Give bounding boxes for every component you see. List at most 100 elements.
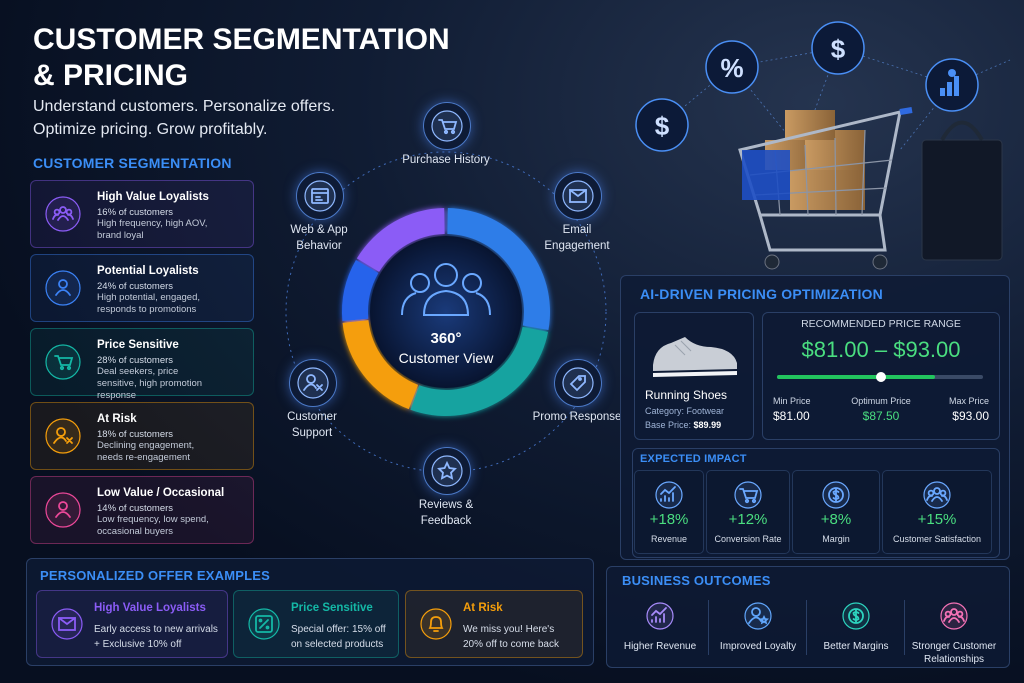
impact-value: +15% — [917, 511, 957, 528]
decoration — [653, 337, 737, 371]
hub-node-label: Promo Response — [532, 411, 622, 423]
min-value: $81.00 — [773, 409, 810, 423]
segment-description: Low frequency, low spend, occasional buy… — [97, 514, 209, 537]
decoration — [311, 192, 329, 201]
decoration — [438, 119, 458, 135]
decoration — [848, 608, 864, 624]
decoration — [311, 188, 329, 204]
decoration — [437, 460, 457, 480]
decoration — [926, 494, 948, 502]
decoration — [748, 607, 769, 625]
icon — [923, 481, 951, 509]
hub-node-label: Email Engagement — [544, 224, 610, 252]
decoration — [734, 481, 762, 509]
decoration — [954, 76, 959, 96]
outcome-label: Better Margins — [823, 641, 889, 652]
segment-card: Potential Loyalists 24% of customers High … — [30, 254, 254, 322]
offer-card: Price Sensitive Special offer: 15% off on… — [233, 590, 399, 658]
divider — [904, 600, 905, 655]
offer-text: Special offer: 15% off on selected produ… — [291, 624, 386, 650]
ring-segment — [356, 208, 445, 272]
decoration — [742, 150, 790, 200]
subtitle-line: Understand customers. Personalize offers… — [33, 98, 336, 115]
decoration — [661, 47, 1011, 126]
decoration — [475, 292, 491, 316]
segment-description: High frequency, high AOV, brand loyal — [97, 218, 208, 241]
decoration — [443, 129, 449, 135]
hub-title: 360° — [430, 330, 462, 347]
hub-node-label: Purchase History — [402, 154, 490, 166]
max-label: Max Price — [948, 396, 989, 406]
decoration — [54, 355, 74, 371]
decoration — [940, 69, 959, 96]
offer-card: High Value Loyalists Early access to new … — [36, 590, 228, 658]
min-label: Min Price — [773, 396, 811, 406]
segment-description: High potential, engaged, responds to pro… — [97, 292, 200, 315]
decoration — [655, 481, 683, 509]
segment-share: 16% of customers — [97, 207, 174, 218]
impact-cell: +12% Conversion Rate — [706, 470, 790, 554]
icon — [51, 608, 83, 640]
decoration — [731, 47, 839, 151]
decoration — [311, 188, 329, 204]
decoration — [58, 501, 68, 511]
optimum-value: $87.50 — [862, 409, 900, 423]
offer-text: We miss you! Here's 20% off to come back — [463, 624, 559, 650]
icon — [431, 110, 463, 142]
icon — [45, 344, 81, 380]
decoration — [422, 289, 470, 316]
hub-node-label: Reviews & Feedback — [418, 499, 474, 527]
icon — [45, 418, 81, 454]
decoration — [58, 617, 76, 631]
hub-node-label: Web & App Behavior — [290, 224, 348, 252]
decoration — [462, 273, 482, 293]
decoration — [59, 206, 67, 214]
segment-share: 24% of customers — [97, 281, 174, 292]
max-value: $93.00 — [952, 409, 989, 423]
shoe-image — [653, 337, 737, 377]
decoration — [52, 206, 74, 221]
decoration — [758, 214, 887, 252]
segment-share: 18% of customers — [97, 429, 174, 440]
divider — [806, 600, 807, 655]
decoration — [926, 487, 948, 502]
hub-node-label: Customer Support — [287, 411, 337, 439]
title-line: & PRICING — [33, 59, 189, 92]
decoration: $ — [655, 111, 670, 141]
divider — [708, 600, 709, 655]
decoration — [562, 367, 594, 399]
decoration — [872, 254, 888, 270]
decoration — [744, 498, 750, 504]
decoration — [255, 615, 273, 633]
impact-value: +18% — [649, 511, 689, 528]
decoration — [431, 110, 463, 142]
icon — [45, 492, 81, 528]
decoration — [569, 375, 586, 392]
decoration — [899, 84, 953, 151]
impact-label: Revenue — [650, 534, 688, 544]
impact-label: Margin — [822, 534, 850, 544]
decoration — [431, 455, 463, 487]
decoration — [420, 608, 452, 640]
impact-label: Conversion Rate — [714, 534, 782, 544]
icon — [562, 180, 594, 212]
offers-panel — [26, 558, 594, 666]
decoration — [258, 618, 263, 623]
segment-name: Low Value / Occasional — [97, 487, 225, 499]
decoration — [569, 375, 586, 392]
icon — [744, 602, 772, 630]
base-price-value: $89.99 — [693, 420, 722, 430]
price-range-card: RECOMMENDED PRICE RANGE $81.00 – $93.00 … — [762, 312, 1000, 440]
impact-cell: +8% Margin — [792, 470, 880, 554]
hub-node — [554, 359, 602, 407]
decoration — [255, 615, 273, 633]
decoration — [651, 607, 667, 623]
decoration — [660, 486, 676, 502]
decoration — [55, 279, 71, 296]
ring-segment — [410, 326, 549, 416]
decoration — [811, 21, 865, 75]
offer-name: Price Sensitive — [291, 602, 373, 614]
decoration — [569, 189, 587, 198]
segment-name: At Risk — [97, 413, 137, 425]
